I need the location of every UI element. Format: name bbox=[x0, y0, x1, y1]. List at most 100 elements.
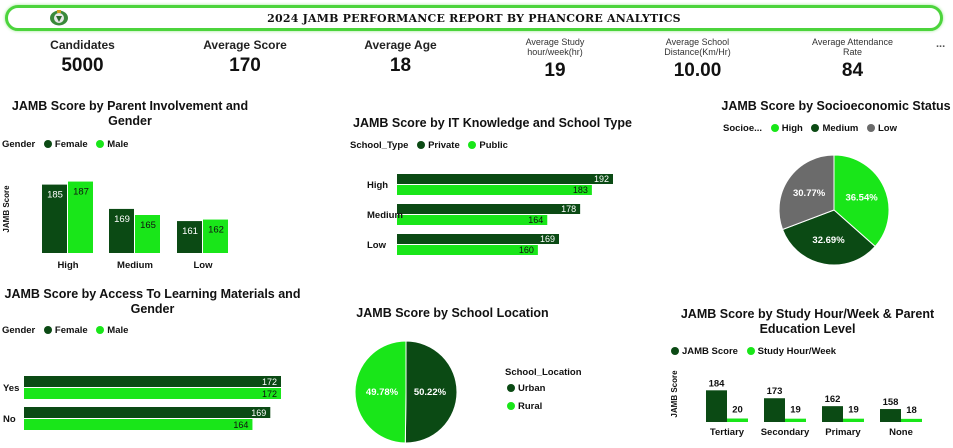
legend-dot-jamb-score bbox=[671, 347, 679, 355]
legend-label: Rural bbox=[518, 401, 543, 412]
kpi-average-study-hours: Average Study hour/week(hr) 19 bbox=[510, 37, 600, 82]
kpi-average-attendance: Average Attendance Rate 84 bbox=[805, 37, 900, 82]
y-tick-label: Low bbox=[367, 240, 387, 251]
school-location-chart: 50.22% 49.78% bbox=[354, 340, 458, 444]
kpi-candidates: Candidates 5000 bbox=[30, 38, 135, 77]
bar-jamb-score bbox=[880, 409, 901, 422]
legend-label: Public bbox=[479, 140, 508, 151]
x-tick-label: High bbox=[57, 260, 78, 271]
data-label: 183 bbox=[573, 185, 588, 195]
data-label: 184 bbox=[709, 378, 726, 389]
kpi-value: 84 bbox=[841, 60, 864, 81]
data-label: 169 bbox=[540, 234, 555, 244]
legend-dot-female bbox=[43, 326, 52, 334]
data-label: 162 bbox=[208, 225, 224, 236]
legend-label: Male bbox=[107, 325, 129, 336]
legend-label: High bbox=[781, 123, 803, 134]
data-label: 162 bbox=[825, 394, 841, 405]
chart-legend: Gender Female Male bbox=[2, 325, 128, 336]
data-label: 165 bbox=[140, 220, 156, 231]
legend-dot-low bbox=[867, 124, 875, 132]
pie-slice-rural bbox=[354, 340, 407, 444]
kpi-average-school-distance: Average School Distance(Km/Hr) 10.00 bbox=[650, 37, 745, 82]
data-label: 19 bbox=[790, 405, 801, 416]
slice-label: 49.78% bbox=[366, 387, 399, 398]
bar-private bbox=[397, 174, 613, 184]
bar-female bbox=[24, 376, 281, 387]
bar-public bbox=[397, 245, 538, 255]
chart-title: JAMB Score by Access To Learning Materia… bbox=[4, 287, 301, 316]
report-banner: 2024 JAMB PERFORMANCE REPORT BY PHANCORE… bbox=[5, 5, 943, 31]
bar-female bbox=[24, 407, 271, 418]
legend-title: Gender bbox=[2, 139, 36, 150]
bar-female bbox=[42, 184, 67, 253]
legend-dot-rural bbox=[507, 402, 515, 410]
y-tick-label: No bbox=[3, 414, 16, 425]
legend-label: Medium bbox=[822, 123, 859, 134]
kpi-average-age: Average Age 18 bbox=[348, 38, 453, 77]
kpi-label: Average Score bbox=[203, 38, 287, 52]
chart-legend: Socioe... High Medium Low bbox=[723, 123, 897, 134]
data-label: 20 bbox=[732, 405, 743, 416]
legend-title: School_Location bbox=[505, 367, 582, 378]
legend-dot-public bbox=[468, 141, 477, 149]
data-label: 18 bbox=[906, 405, 917, 416]
it-knowledge-chart: 192 183 High 178 164 Medium 169 160 Low bbox=[367, 174, 613, 255]
x-tick-label: Secondary bbox=[761, 427, 810, 438]
kpi-value: 5000 bbox=[61, 55, 104, 76]
legend-dot-medium bbox=[811, 124, 820, 132]
y-tick-label: High bbox=[367, 180, 388, 191]
pie-slice-urban bbox=[404, 340, 458, 444]
x-tick-label: None bbox=[889, 427, 913, 438]
legend-label: Private bbox=[428, 140, 460, 151]
data-label: 187 bbox=[73, 187, 89, 198]
legend-label: Low bbox=[878, 123, 897, 134]
kpi-label: Candidates bbox=[50, 38, 115, 52]
pie-slice-high bbox=[833, 154, 890, 248]
chart-legend: Gender Female Male bbox=[2, 139, 128, 150]
data-label: 169 bbox=[251, 408, 266, 418]
legend-label: Female bbox=[54, 325, 88, 336]
more-options-button[interactable]: ... bbox=[936, 38, 946, 50]
bar-study-hours bbox=[901, 418, 922, 422]
data-label: 178 bbox=[561, 204, 576, 214]
bar-female bbox=[177, 221, 202, 253]
chart-title: JAMB Score by Socioeconomic Status bbox=[721, 99, 951, 113]
y-tick-label: Yes bbox=[3, 383, 19, 394]
legend-label: Male bbox=[107, 139, 129, 150]
slice-label: 50.22% bbox=[414, 387, 447, 398]
data-label: 173 bbox=[767, 386, 783, 397]
pie-slice-low bbox=[778, 154, 835, 231]
legend-title: Gender bbox=[2, 325, 36, 336]
bar-public bbox=[397, 215, 548, 225]
legend-label: Female bbox=[54, 139, 88, 150]
legend-label: Urban bbox=[518, 383, 546, 394]
slice-label: 32.69% bbox=[812, 235, 845, 246]
pie-slice-medium bbox=[781, 209, 876, 266]
chart-title: JAMB Score by School Location bbox=[356, 306, 549, 320]
data-label: 172 bbox=[262, 377, 277, 387]
bar-female bbox=[109, 208, 134, 253]
data-label: 192 bbox=[594, 174, 609, 184]
kpi-value: 170 bbox=[229, 55, 261, 76]
legend-dot-study-hours bbox=[746, 347, 755, 355]
kpi-label: Average Attendance Rate bbox=[812, 37, 893, 57]
data-label: 185 bbox=[47, 190, 63, 201]
chart-legend: School_Type Private Public bbox=[350, 140, 508, 151]
kpi-label: Average School Distance(Km/Hr) bbox=[664, 37, 731, 57]
x-tick-label: Primary bbox=[825, 427, 861, 438]
chart-legend: School_Location Urban Rural bbox=[505, 367, 582, 412]
bar-study-hours bbox=[727, 418, 748, 422]
legend-dot-male bbox=[96, 326, 105, 334]
chart-title: JAMB Score by IT Knowledge and School Ty… bbox=[353, 116, 632, 130]
chart-title: JAMB Score by Parent Involvement and Gen… bbox=[11, 99, 249, 128]
kpi-value: 10.00 bbox=[673, 60, 722, 81]
kpi-label: Average Study hour/week(hr) bbox=[525, 37, 585, 57]
report-title: 2024 JAMB PERFORMANCE REPORT BY PHANCORE… bbox=[267, 12, 681, 25]
bar-public bbox=[397, 185, 592, 195]
bar-male bbox=[68, 181, 93, 253]
parent-involvement-chart: JAMB Score 185 187 High 169 165 Medium 161 162 Lo… bbox=[2, 181, 228, 271]
y-tick-label: Medium bbox=[367, 210, 403, 221]
bar-jamb-score bbox=[822, 406, 843, 422]
